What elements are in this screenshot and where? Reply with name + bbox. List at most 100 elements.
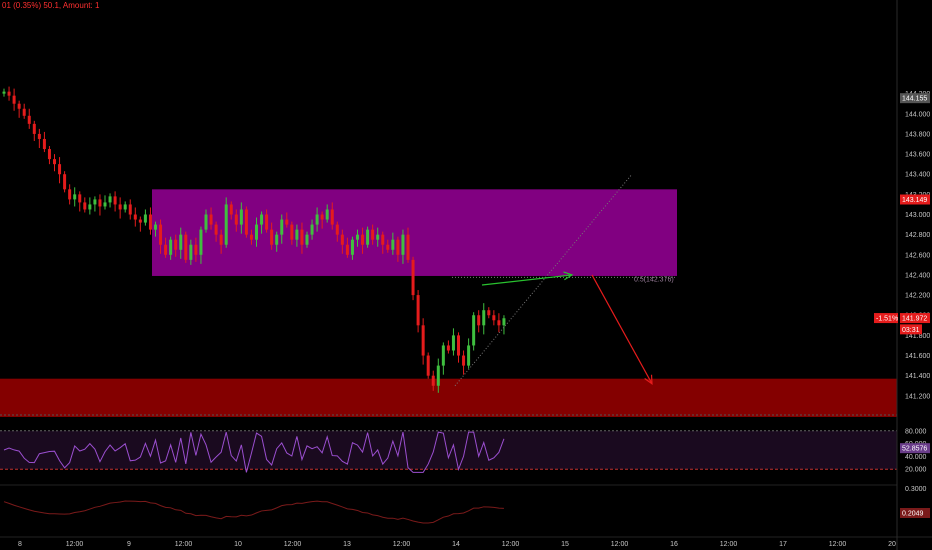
- time-tick: 17: [779, 541, 787, 548]
- candle-body: [229, 204, 233, 215]
- candle-body: [446, 345, 450, 351]
- price-tick: 143.800: [905, 131, 930, 138]
- time-tick: 12:00: [175, 541, 193, 548]
- time-tick: 12:00: [502, 541, 520, 548]
- candle-body: [219, 234, 223, 245]
- candle-body: [164, 244, 168, 255]
- candle-body: [93, 199, 97, 205]
- candle-body: [361, 234, 365, 245]
- candle-body: [255, 224, 258, 240]
- price-tag-bg: [900, 313, 930, 324]
- oscillator-line: [3, 500, 504, 524]
- candle-body: [381, 234, 385, 245]
- time-tick: 20: [888, 541, 896, 548]
- candle-body: [63, 174, 67, 190]
- time-tick: 12:00: [66, 541, 84, 548]
- time-axis[interactable]: 8 12:00 9 12:00 10 12:00 13 12:00 14 12:00 15 12:00…: [18, 541, 896, 548]
- candle-body: [265, 214, 269, 230]
- candle-body: [133, 214, 137, 220]
- price-tick: 143.600: [905, 152, 930, 159]
- price-tick: 141.400: [905, 373, 930, 380]
- candle-body: [37, 133, 41, 139]
- price-tag: 143.149: [902, 197, 927, 204]
- candle-body: [356, 234, 359, 240]
- candle-body: [58, 164, 62, 175]
- candle-body: [154, 224, 157, 230]
- price-tag: 144.155: [902, 96, 927, 103]
- candle-body: [295, 229, 299, 240]
- price-tick: 141.800: [905, 333, 930, 340]
- arrow-head: [644, 374, 653, 385]
- candle-body: [42, 138, 46, 150]
- time-tick: 9: [127, 541, 131, 548]
- oscillator-pane: [3, 500, 504, 524]
- price-tags: 144.155 143.149 141.972 -1.51% 03:31 52.8576 0…: [874, 93, 930, 518]
- candle-body: [275, 234, 279, 245]
- candle-body: [234, 214, 238, 225]
- time-tick: 15: [561, 541, 569, 548]
- candle-body: [83, 202, 87, 210]
- candle-body: [376, 234, 380, 240]
- candle-body: [320, 214, 324, 220]
- time-tick: 14: [452, 541, 460, 548]
- candle-body: [310, 224, 314, 235]
- candle-body: [7, 91, 11, 96]
- countdown-tag-bg: [900, 324, 922, 335]
- arrow-head: [563, 271, 574, 281]
- candle-body: [305, 234, 309, 245]
- candle-body: [88, 204, 92, 210]
- candle-body: [169, 239, 173, 255]
- candles-layer: [2, 86, 506, 393]
- candle-body: [179, 234, 183, 250]
- candle-body: [143, 214, 147, 223]
- candle-body: [194, 244, 198, 255]
- osc-tick: 0.3000: [905, 486, 927, 493]
- price-tag: 141.972: [902, 316, 927, 323]
- candle-body: [421, 325, 425, 356]
- trend-line: [454, 173, 633, 387]
- candle-body: [300, 229, 304, 245]
- rsi-value-tag: 52.8576: [902, 446, 927, 453]
- demand-zone: [0, 378, 897, 417]
- candle-body: [204, 214, 208, 230]
- countdown-tag: 03:31: [902, 327, 920, 334]
- candle-body: [492, 315, 496, 321]
- time-tick: 12:00: [720, 541, 738, 548]
- candle-body: [209, 214, 213, 225]
- candle-body: [315, 214, 319, 225]
- candle-body: [366, 229, 370, 245]
- price-tick: 141.200: [905, 393, 930, 400]
- candle-body: [214, 224, 218, 235]
- candle-body: [462, 355, 466, 366]
- candle-body: [68, 189, 72, 200]
- osc-value-tag: 0.2049: [902, 511, 924, 518]
- candle-body: [431, 375, 435, 386]
- rsi-pane: [0, 430, 897, 473]
- rsi-tick: 80.000: [905, 428, 927, 435]
- candle-body: [451, 335, 455, 351]
- candle-body: [345, 244, 349, 255]
- rsi-line: [3, 431, 505, 473]
- price-tick: 143.000: [905, 212, 930, 219]
- rsi-value-tag-bg: [900, 443, 930, 454]
- candle-body: [123, 204, 127, 210]
- candle-body: [108, 196, 112, 203]
- candle-body: [73, 194, 77, 200]
- candle-body: [189, 244, 193, 260]
- candle-body: [174, 239, 178, 250]
- candle-body: [12, 95, 16, 104]
- osc-value-tag-bg: [900, 508, 930, 518]
- candle-body: [148, 214, 152, 230]
- change-tag-bg: [874, 313, 898, 324]
- time-tick: 8: [18, 541, 22, 548]
- candle-body: [411, 259, 415, 296]
- candle-body: [406, 234, 410, 260]
- candle-body: [103, 202, 107, 207]
- candle-body: [280, 219, 284, 235]
- fib-label: 0.5(142.376): [634, 276, 674, 283]
- candle-body: [477, 315, 481, 326]
- projection-arrow: [591, 274, 653, 385]
- price-tick: 144.000: [905, 111, 930, 118]
- candle-body: [285, 219, 289, 225]
